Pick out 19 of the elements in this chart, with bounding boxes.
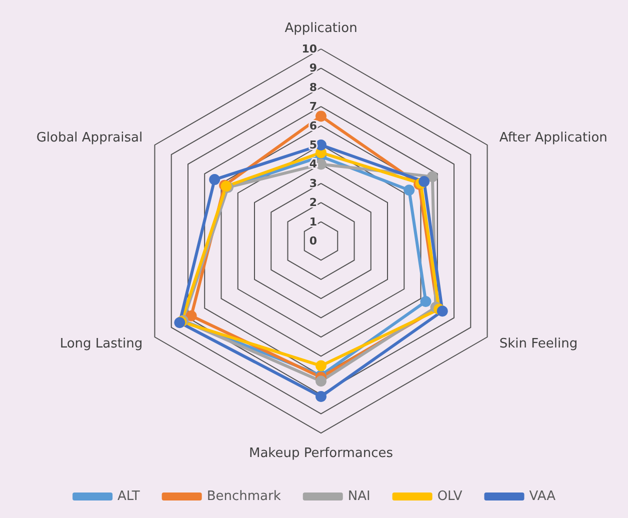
spoke-label: Skin Feeling	[499, 336, 578, 352]
legend-label: Benchmark	[206, 489, 282, 504]
spoke-label: Global Appraisal	[36, 130, 143, 146]
legend-label: ALT	[118, 489, 140, 504]
y-tick-label: 9	[309, 62, 317, 75]
spoke-label: Makeup Performances	[248, 446, 394, 461]
y-tick-label: 0	[309, 234, 318, 248]
spoke-label: After Application	[499, 130, 608, 146]
y-tick-label: 3	[309, 176, 317, 190]
y-tick-label: 7	[309, 100, 317, 114]
y-tick-label: 2	[309, 196, 317, 210]
legend-label: VAA	[529, 489, 556, 504]
legend-label: OLV	[437, 489, 462, 504]
y-tick-label: 1	[309, 215, 317, 228]
legend-label: NAI	[348, 489, 370, 504]
y-tick-label: 10	[302, 42, 318, 56]
spoke-label: Long Lasting	[60, 336, 143, 352]
spoke-label: Application	[284, 21, 358, 36]
y-tick-label: 8	[309, 80, 317, 94]
